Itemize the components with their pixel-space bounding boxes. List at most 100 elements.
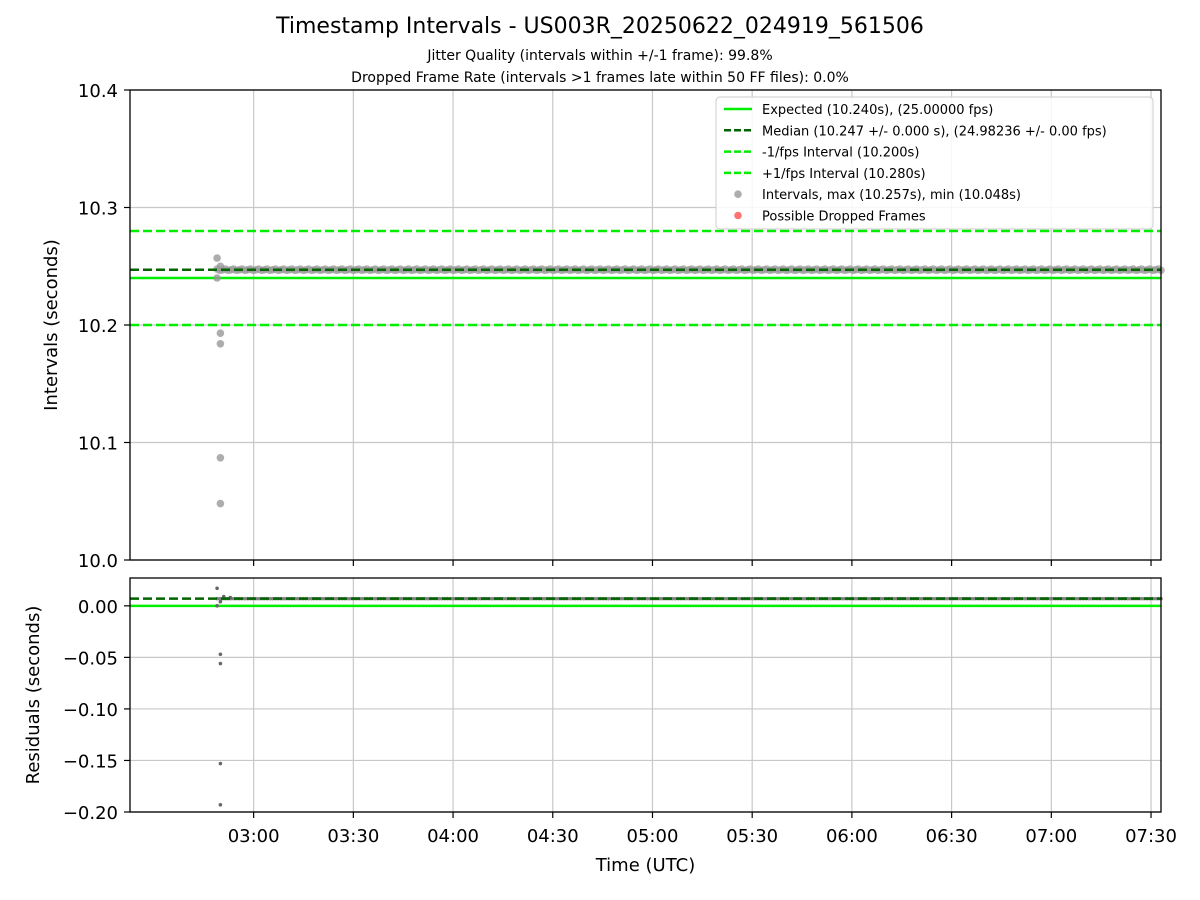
- residual-point: [606, 596, 611, 601]
- interval-point: [216, 340, 225, 348]
- residual-point: [751, 596, 755, 601]
- residual-point: [892, 596, 897, 601]
- chart-title: Timestamp Intervals - US003R_20250622_02…: [276, 14, 924, 39]
- legend-entry: +1/fps Interval (10.280s): [762, 167, 926, 182]
- residual-point: [359, 596, 364, 601]
- residual-point: [620, 596, 625, 601]
- residual-point: [970, 596, 975, 601]
- residual-point: [218, 596, 222, 601]
- residual-point: [1153, 596, 1158, 601]
- x-tick-label: 06:30: [926, 826, 978, 847]
- y-tick-label: 10.0: [78, 551, 118, 572]
- x-axis-label: Time (UTC): [595, 855, 696, 876]
- residual-point: [476, 596, 480, 601]
- x-tick-label: 07:00: [1025, 826, 1077, 847]
- residual-point: [698, 596, 702, 601]
- residual-point: [295, 596, 300, 601]
- legend-entry: -1/fps Interval (10.200s): [762, 146, 919, 161]
- residual-point: [1048, 596, 1052, 601]
- interval-point: [213, 254, 221, 262]
- interval-point: [216, 329, 225, 338]
- residual-point: [1114, 596, 1119, 601]
- residual-point: [1023, 596, 1027, 601]
- residual-point: [789, 596, 794, 601]
- residual-point: [645, 596, 650, 601]
- residuals-panel: 0.00 −0.05 −0.10 −0.15 −0.20 03:00 03:30 04:00 0…: [23, 577, 1177, 876]
- residual-point: [659, 596, 664, 601]
- x-tick-label: 03:30: [327, 826, 379, 847]
- residual-point: [581, 596, 586, 601]
- residual-point: [723, 596, 727, 601]
- residual-point: [281, 596, 286, 601]
- y-axis-label: Intervals (seconds): [41, 239, 62, 411]
- residual-point: [528, 596, 533, 601]
- residual-point: [218, 599, 223, 604]
- interval-point: [216, 499, 225, 508]
- residual-point: [465, 596, 469, 601]
- residual-point: [437, 596, 441, 601]
- residuals-y-axis-label: Residuals (seconds): [23, 606, 44, 785]
- residual-point: [1139, 596, 1144, 601]
- x-tick-label: 05:30: [726, 826, 778, 847]
- residual-point: [373, 596, 378, 601]
- residual-point: [1037, 596, 1041, 601]
- residual-point: [218, 802, 223, 807]
- residual-point: [215, 604, 219, 608]
- residual-point: [853, 596, 858, 601]
- residual-point: [998, 596, 1002, 601]
- x-tick-label: 03:00: [228, 826, 280, 847]
- residual-point: [931, 596, 936, 601]
- residual-point: [320, 596, 325, 601]
- residual-point: [984, 596, 988, 601]
- residual-point: [218, 661, 223, 666]
- residual-point: [737, 596, 741, 601]
- y-tick-label: 10.3: [78, 199, 118, 220]
- residual-point: [334, 596, 339, 601]
- interval-point: [216, 453, 225, 462]
- x-tick-label: 07:30: [1125, 826, 1177, 847]
- y-tick-label: −0.05: [63, 648, 118, 669]
- residual-point: [814, 596, 819, 601]
- legend-marker: [734, 190, 742, 198]
- residual-point: [256, 596, 261, 601]
- y-tick-label: 10.1: [78, 434, 118, 455]
- residual-point: [906, 596, 911, 601]
- residual-point: [828, 596, 833, 601]
- residual-point: [215, 586, 219, 591]
- residual-point: [504, 596, 508, 601]
- residual-point: [490, 596, 494, 601]
- y-tick-label: −0.15: [63, 751, 118, 772]
- residual-point: [776, 596, 780, 601]
- legend-entry: Possible Dropped Frames: [762, 210, 926, 225]
- residual-point: [945, 596, 950, 601]
- residual-point: [542, 596, 547, 601]
- residual-point: [1062, 596, 1066, 601]
- residual-point: [1075, 596, 1080, 601]
- interval-point: [216, 262, 225, 271]
- y-tick-label: 0.00: [78, 597, 118, 618]
- residual-point: [218, 652, 223, 657]
- y-tick-label: 10.4: [78, 81, 118, 102]
- legend-marker: [734, 211, 742, 220]
- legend: Expected (10.240s), (25.00000 fps) Median…: [715, 96, 1154, 230]
- residual-point: [412, 596, 416, 601]
- interval-point: [213, 274, 221, 282]
- residual-point: [426, 596, 430, 601]
- legend-entry: Expected (10.240s), (25.00000 fps): [762, 103, 993, 118]
- residual-point: [1009, 596, 1013, 601]
- residuals-axes-frame: [129, 577, 1162, 813]
- legend-entry: Median (10.247 +/- 0.000 s), (24.98236 +…: [762, 124, 1107, 139]
- intervals-panel: 10.0 10.1 10.2 10.3 10.4 Intervals (seconds) E…: [41, 81, 1165, 572]
- jitter-quality-subtitle: Jitter Quality (intervals within +/-1 fr…: [427, 48, 773, 64]
- residual-point: [762, 596, 766, 601]
- residual-point: [1100, 596, 1105, 601]
- y-tick-label: −0.10: [63, 700, 118, 721]
- x-tick-label: 06:00: [826, 826, 878, 847]
- residual-point: [218, 761, 223, 766]
- residual-point: [567, 596, 572, 601]
- x-tick-label: 04:00: [427, 826, 479, 847]
- residual-point: [867, 596, 872, 601]
- residual-point: [684, 596, 689, 601]
- residual-point: [398, 596, 403, 601]
